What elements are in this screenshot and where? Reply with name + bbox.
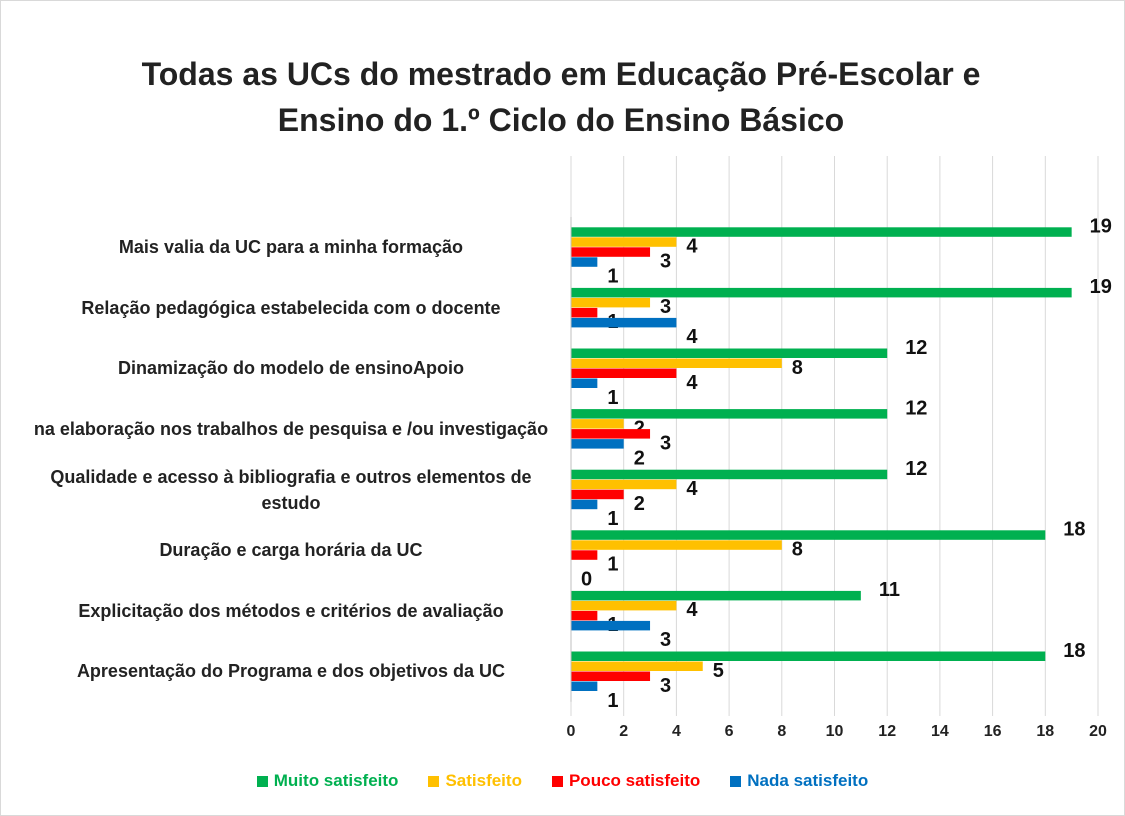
- data-label: 2: [634, 493, 645, 515]
- legend-item: Nada satisfeito: [730, 771, 868, 791]
- data-label: 4: [686, 478, 698, 500]
- bar: [571, 257, 598, 267]
- data-label: 19: [1090, 216, 1112, 238]
- data-label: 1: [607, 690, 618, 712]
- legend-label: Pouco satisfeito: [568, 771, 701, 790]
- bar: [571, 530, 1046, 540]
- category-label: Dinamização do modelo de ensinoApoio: [117, 358, 465, 379]
- bar: [571, 287, 1072, 298]
- x-tick-label: 0: [567, 723, 576, 740]
- data-label: 4: [686, 326, 698, 348]
- data-label: 1: [607, 266, 618, 288]
- bar: [571, 651, 1046, 661]
- x-tick-label: 18: [1036, 723, 1054, 740]
- bar: [571, 307, 598, 318]
- data-label: 1: [607, 387, 618, 409]
- legend-swatch: [551, 775, 563, 787]
- legend-label: Nada satisfeito: [747, 771, 869, 790]
- bar: [571, 247, 651, 257]
- bar: [571, 590, 861, 601]
- bar: [571, 429, 651, 439]
- bar: [571, 419, 624, 429]
- data-label: 11: [879, 579, 900, 601]
- data-label: 0: [581, 569, 592, 591]
- bar: [571, 671, 651, 681]
- legend-label: Satisfeito: [445, 771, 522, 790]
- bar: [571, 227, 1072, 237]
- x-tick-label: 2: [619, 723, 628, 740]
- x-tick-label: 20: [1089, 723, 1107, 740]
- data-label: 3: [660, 629, 671, 651]
- bar: [571, 317, 677, 328]
- chart-title: Todas as UCs do mestrado em Educação Pré…: [141, 56, 981, 138]
- legend-item: Muito satisfeito: [256, 771, 399, 791]
- bar: [571, 368, 677, 378]
- category-label: Duração e carga horária da UC: [159, 540, 423, 561]
- x-tick-label: 12: [878, 723, 896, 740]
- data-label: 4: [686, 599, 698, 621]
- bar: [571, 681, 598, 691]
- bar: [571, 479, 677, 490]
- data-label: 5: [713, 660, 724, 682]
- x-tick-label: 4: [672, 723, 681, 740]
- x-tick-label: 14: [931, 723, 949, 740]
- data-label: 3: [660, 296, 671, 318]
- bar: [571, 358, 782, 368]
- bar: [571, 610, 598, 621]
- data-label: 18: [1063, 519, 1085, 541]
- data-label: 4: [686, 372, 698, 394]
- data-label: 12: [905, 337, 927, 359]
- bar: [571, 550, 598, 560]
- bar: [571, 469, 888, 480]
- bar: [571, 540, 782, 550]
- data-label: 2: [634, 417, 645, 439]
- data-label: 3: [660, 251, 671, 273]
- category-label: Mais valia da UC para a minha formação: [118, 237, 464, 258]
- data-label: 12: [905, 397, 927, 419]
- bar: [571, 378, 598, 388]
- x-tick-label: 8: [777, 723, 786, 740]
- data-label: 4: [686, 236, 698, 258]
- legend-item: Satisfeito: [428, 771, 522, 791]
- data-label: 18: [1063, 640, 1085, 662]
- legend-swatch: [428, 775, 440, 787]
- bar: [571, 409, 888, 419]
- data-label: 1: [607, 508, 618, 530]
- bar: [571, 620, 651, 631]
- bar: [571, 297, 651, 308]
- data-label: 8: [792, 357, 803, 379]
- data-label: 8: [792, 539, 803, 561]
- bar: [571, 499, 598, 510]
- data-label: 12: [905, 458, 927, 480]
- category-label: Qualidade e acesso à bibliografia e outr…: [50, 466, 532, 513]
- bar: [571, 348, 888, 358]
- category-label: Relação pedagógica estabelecida com o do…: [81, 297, 501, 318]
- category-label: na elaboração nos trabalhos de pesquisa …: [33, 419, 549, 440]
- bar: [571, 600, 677, 611]
- bar: [571, 661, 703, 671]
- legend-swatch: [256, 775, 268, 787]
- legend-item: Pouco satisfeito: [551, 771, 701, 791]
- bar: [571, 439, 624, 449]
- data-label: 3: [660, 675, 671, 697]
- category-label: Apresentação do Programa e dos objetivos…: [76, 661, 506, 682]
- category-label: Explicitação dos métodos e critérios de …: [78, 600, 504, 621]
- data-label: 19: [1090, 276, 1112, 298]
- legend-label: Muito satisfeito: [273, 771, 399, 790]
- data-label: 1: [607, 554, 618, 576]
- legend-swatch: [730, 775, 742, 787]
- bar: [571, 489, 624, 500]
- data-label: 3: [660, 432, 671, 454]
- bar: [571, 237, 677, 247]
- x-tick-label: 6: [725, 723, 734, 740]
- data-label: 2: [634, 447, 645, 469]
- x-tick-label: 16: [984, 723, 1002, 740]
- legend: Muito satisfeito Satisfeito Pouco satisfei…: [1, 771, 1124, 791]
- x-tick-label: 10: [826, 723, 844, 740]
